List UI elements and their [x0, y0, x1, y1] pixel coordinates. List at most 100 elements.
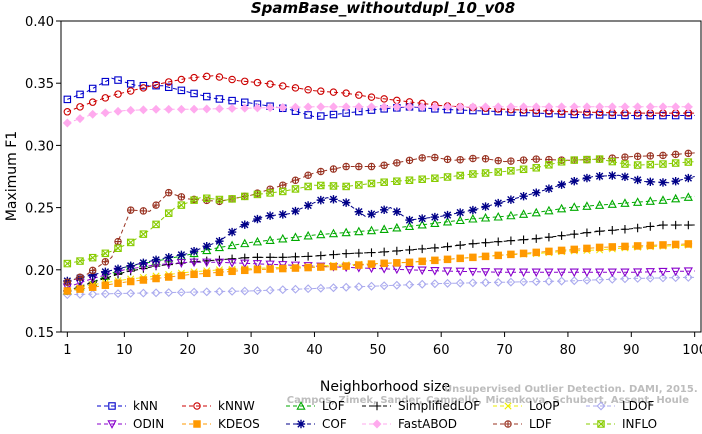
- point-lof: [265, 235, 275, 244]
- point-ldf: [507, 157, 515, 165]
- point-inflo: [519, 165, 528, 173]
- point-ldof: [607, 274, 617, 284]
- point-cof: [278, 210, 287, 219]
- point-inflo: [418, 175, 426, 183]
- point-odin: [493, 268, 503, 278]
- point-inflo: [202, 194, 211, 203]
- point-lof: [480, 212, 491, 222]
- point-simplifiedlof: [620, 225, 630, 234]
- point-fastabod: [278, 102, 288, 112]
- point-lof: [455, 215, 465, 225]
- point-fastabod: [214, 104, 224, 114]
- point-simplifiedlof: [506, 236, 516, 245]
- point-ldof: [595, 275, 605, 285]
- point-kdeos: [253, 265, 262, 274]
- point-knnw: [126, 87, 135, 95]
- x-tick-label: 20: [179, 343, 196, 358]
- point-kdeos: [481, 252, 490, 261]
- point-lof: [544, 205, 554, 215]
- point-ldof: [392, 280, 402, 290]
- legend-label: SimplifiedLOF: [398, 399, 480, 413]
- series-cof: [63, 171, 695, 286]
- point-simplifiedlof: [265, 253, 275, 262]
- point-cof: [494, 198, 503, 208]
- point-knn: [126, 80, 135, 88]
- point-knn: [329, 110, 338, 119]
- point-odin: [468, 267, 478, 277]
- point-knn: [595, 111, 604, 119]
- point-kdeos: [469, 253, 477, 262]
- legend-marker-kdeos: [193, 420, 201, 428]
- y-tick-label: 0.35: [25, 77, 54, 92]
- point-simplifiedlof: [227, 254, 237, 264]
- point-knnw: [266, 80, 274, 88]
- point-cof: [392, 207, 402, 216]
- point-fastabod: [341, 102, 351, 112]
- point-knnw: [63, 108, 72, 116]
- point-ldf: [126, 206, 135, 214]
- point-inflo: [684, 158, 692, 166]
- point-inflo: [634, 161, 642, 169]
- point-ldof: [379, 281, 389, 291]
- point-inflo: [380, 178, 388, 186]
- point-ldof: [443, 278, 453, 288]
- point-knnw: [367, 93, 376, 101]
- point-lof: [671, 193, 681, 203]
- point-kdeos: [279, 264, 287, 273]
- point-ldof: [405, 280, 414, 290]
- point-ldof: [633, 273, 643, 283]
- point-cof: [139, 258, 148, 268]
- series-line-cof: [67, 174, 695, 282]
- point-knn: [621, 111, 629, 120]
- point-ldf: [469, 154, 477, 163]
- point-simplifiedlof: [291, 252, 300, 262]
- point-ldf: [684, 149, 693, 158]
- point-fastabod: [265, 103, 275, 113]
- point-kdeos: [532, 248, 540, 257]
- y-tick-label: 0.20: [25, 264, 54, 279]
- point-inflo: [583, 155, 591, 164]
- x-tick-label: 60: [433, 343, 450, 358]
- point-knnw: [355, 91, 363, 99]
- point-ldf: [444, 156, 451, 163]
- point-cof: [113, 264, 123, 274]
- point-kdeos: [519, 249, 528, 258]
- point-lof: [316, 229, 326, 239]
- point-lof: [556, 203, 567, 213]
- point-fastabod: [126, 105, 136, 115]
- point-cof: [126, 261, 135, 271]
- point-inflo: [621, 160, 629, 168]
- point-cof: [392, 207, 402, 216]
- point-inflo: [177, 201, 186, 209]
- point-fastabod: [506, 102, 516, 112]
- point-lof: [341, 227, 351, 237]
- point-kdeos: [456, 254, 464, 263]
- point-inflo: [164, 209, 173, 217]
- point-knn: [190, 89, 198, 98]
- point-fastabod: [265, 103, 275, 113]
- point-knnw: [279, 82, 287, 90]
- point-ldf: [291, 176, 300, 184]
- point-inflo: [342, 182, 350, 191]
- point-inflo: [684, 158, 693, 166]
- point-ldof: [569, 276, 579, 286]
- point-cof: [341, 198, 351, 207]
- point-inflo: [329, 182, 338, 190]
- point-cof: [189, 246, 199, 256]
- point-knnw: [177, 75, 186, 84]
- point-inflo: [393, 177, 401, 185]
- point-inflo: [253, 190, 262, 199]
- point-inflo: [266, 189, 274, 197]
- point-cof: [303, 201, 313, 210]
- point-ldf: [647, 152, 654, 160]
- point-cof: [177, 250, 186, 260]
- point-ldf: [532, 155, 540, 163]
- legend-entry-ldof: LDOF: [586, 399, 654, 413]
- point-cof: [684, 173, 693, 183]
- point-fastabod: [278, 102, 288, 112]
- point-lof: [240, 238, 250, 248]
- point-ldf: [292, 177, 299, 184]
- point-fastabod: [113, 106, 123, 116]
- point-cof: [303, 201, 313, 210]
- series-line-knn: [67, 77, 695, 118]
